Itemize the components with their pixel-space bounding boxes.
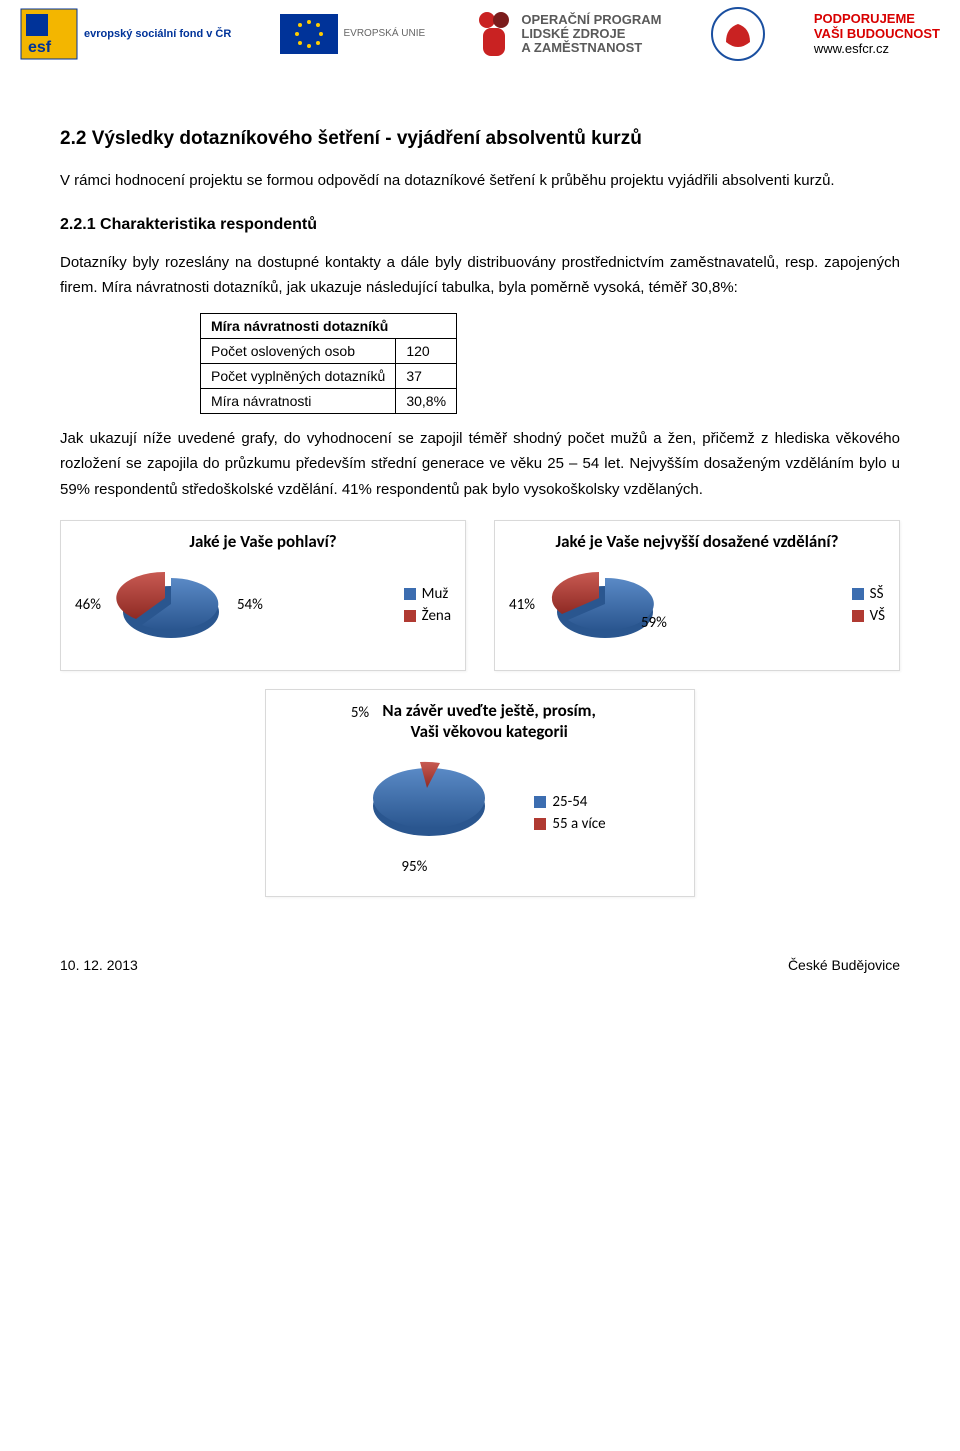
paragraph-1: Dotazníky byly rozeslány na dostupné kon… [60,250,900,301]
pie-edu [543,560,663,650]
chart-title: Na závěr uveďte ještě, prosím, Vaši věko… [369,700,609,742]
pie-gender [109,560,229,650]
legend-item: Žena [404,607,451,625]
table-row: Počet oslovených osob 120 [201,338,457,363]
eu-text: EVROPSKÁ UNIE [344,28,426,40]
pct-label-bottom: 95% [401,858,427,876]
op-text: OPERAČNÍ PROGRAM LIDSKÉ ZDROJE A ZAMĚSTN… [521,13,661,56]
legend-item: VŠ [852,607,885,625]
legend-gender: Muž Žena [404,581,451,629]
subsection-title: 2.2.1 Charakteristika respondentů [60,216,900,234]
header-logos-bar: esf evropský sociální fond v ČR EVROPSKÁ… [0,0,960,68]
pct-label-left: 41% [509,596,535,614]
legend-edu: SŠ VŠ [852,581,885,629]
footer-date: 10. 12. 2013 [60,957,138,973]
charts-row-top: Jaké je Vaše pohlaví? 46% [60,520,900,671]
table-row: Míra návratnosti 30,8% [201,388,457,413]
pct-label-right: 54% [237,596,263,614]
esf-icon: esf [20,8,78,60]
chart-age: 5% Na závěr uveďte ještě, prosím, Vaši v… [265,689,695,897]
op-icon [473,8,515,60]
svg-text:esf: esf [28,39,52,56]
section-title: 2.2 Výsledky dotazníkového šetření - vyj… [60,128,900,150]
pct-label-left: 46% [75,596,101,614]
logo-op: OPERAČNÍ PROGRAM LIDSKÉ ZDROJE A ZAMĚSTN… [473,8,661,60]
esf-text: evropský sociální fond v ČR [84,28,231,40]
paragraph-2: Jak ukazují níže uvedené grafy, do vyhod… [60,426,900,503]
pct-label-top: 5% [351,704,369,722]
logo-support: PODPORUJEME VAŠI BUDOUCNOST www.esfcr.cz [814,12,940,56]
chart-title: Jaké je Vaše nejvyšší dosažené vzdělání? [509,531,885,552]
legend-item: SŠ [852,585,885,603]
eu-flag-icon [280,14,338,54]
footer-place: České Budějovice [788,957,900,973]
chart-education: Jaké je Vaše nejvyšší dosažené vzdělání?… [494,520,900,671]
legend-item: 25-54 [534,793,605,811]
support-url: www.esfcr.cz [814,41,940,56]
return-rate-table: Míra návratnosti dotazníků Počet osloven… [200,313,457,414]
page-footer: 10. 12. 2013 České Budějovice [60,957,900,973]
table-row: Počet vyplněných dotazníků 37 [201,363,457,388]
intro-paragraph: V rámci hodnocení projektu se formou odp… [60,168,900,194]
pie-age [354,750,504,850]
komora-icon [710,6,766,62]
legend-item: 55 a více [534,815,605,833]
logo-esf: esf evropský sociální fond v ČR [20,8,231,60]
logo-eu: EVROPSKÁ UNIE [280,14,426,54]
legend-age: 25-54 55 a více [534,789,605,837]
pct-label-right: 59% [641,614,667,632]
chart-gender: Jaké je Vaše pohlaví? 46% [60,520,466,671]
logo-komora [710,6,766,62]
table-caption: Míra návratnosti dotazníků [201,313,457,338]
legend-item: Muž [404,585,451,603]
chart-title: Jaké je Vaše pohlaví? [75,531,451,552]
